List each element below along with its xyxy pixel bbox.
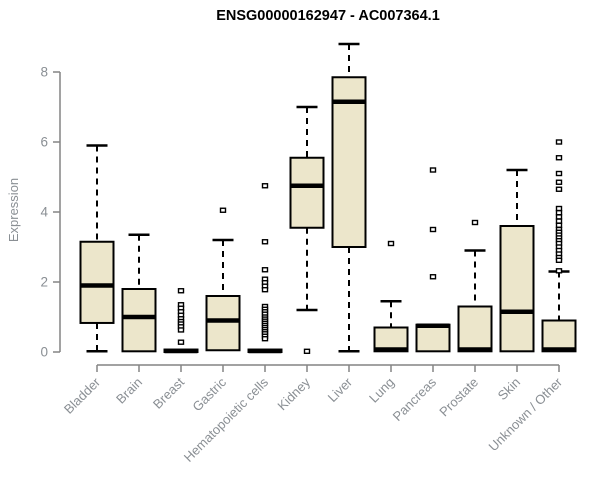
x-tick-label-unknown-other: Unknown / Other — [486, 374, 566, 454]
box-group-unknown-other — [541, 139, 577, 353]
box-liver — [331, 76, 367, 248]
box-group-hematopoietic-cells — [247, 183, 283, 354]
box-group-prostate — [457, 219, 493, 353]
box-group-bladder — [79, 144, 115, 353]
x-tick-label-breast: Breast — [150, 374, 187, 411]
box-unknown-other — [541, 319, 577, 353]
box-gastric — [205, 295, 241, 352]
outlier-point — [471, 219, 479, 226]
x-tick-label-kidney: Kidney — [274, 374, 313, 413]
box-prostate — [457, 305, 493, 353]
outlier-point — [555, 186, 563, 192]
outlier-point — [555, 209, 563, 216]
box-bladder — [79, 240, 115, 324]
outlier-point — [429, 226, 437, 233]
y-tick-label: 4 — [40, 205, 48, 220]
y-tick-label: 8 — [40, 65, 48, 80]
outlier-point — [177, 288, 185, 294]
box-group-liver — [331, 42, 367, 353]
x-tick-label-skin: Skin — [495, 375, 523, 403]
outlier-point — [429, 167, 437, 173]
x-tick-label-liver: Liver — [325, 374, 356, 405]
x-tick-label-prostate: Prostate — [436, 375, 481, 420]
box-group-brain — [121, 233, 157, 353]
outlier-point — [555, 139, 563, 145]
outlier-point — [261, 183, 269, 189]
outlier-point — [555, 179, 563, 185]
x-tick-label-bladder: Bladder — [61, 374, 104, 417]
y-tick-label: 6 — [40, 135, 48, 150]
outlier-point — [555, 257, 563, 263]
box-pancreas — [415, 323, 451, 353]
box-group-lung — [373, 240, 409, 353]
x-tick-label-gastric: Gastric — [189, 374, 229, 414]
box-group-kidney — [289, 105, 325, 354]
box-group-pancreas — [415, 167, 451, 353]
outlier-point — [555, 214, 563, 220]
outlier-point — [555, 268, 563, 274]
chart-title: ENSG00000162947 - AC007364.1 — [216, 8, 440, 24]
outlier-point — [303, 348, 311, 354]
outlier-point — [555, 155, 563, 161]
outlier-point — [555, 205, 563, 212]
box-skin — [499, 225, 535, 353]
outlier-point — [219, 207, 227, 213]
box-kidney — [289, 156, 325, 229]
outlier-point — [429, 274, 437, 280]
outlier-point — [261, 239, 269, 245]
box-group-skin — [499, 168, 535, 353]
outlier-point — [177, 339, 185, 345]
x-tick-label-pancreas: Pancreas — [390, 374, 440, 424]
outlier-point — [261, 336, 269, 342]
outlier-point — [261, 267, 269, 273]
box-brain — [121, 288, 157, 353]
x-tick-label-brain: Brain — [113, 375, 145, 407]
outlier-point — [555, 222, 563, 229]
outlier-point — [555, 218, 563, 224]
y-tick-label: 2 — [40, 275, 48, 290]
outlier-point — [387, 240, 395, 247]
box-group-breast — [163, 288, 199, 354]
x-tick-label-lung: Lung — [366, 375, 397, 406]
outlier-point — [177, 327, 185, 333]
outlier-point — [261, 287, 269, 293]
y-tick-label: 0 — [40, 345, 48, 360]
outlier-point — [555, 170, 563, 177]
box-group-gastric — [205, 207, 241, 352]
